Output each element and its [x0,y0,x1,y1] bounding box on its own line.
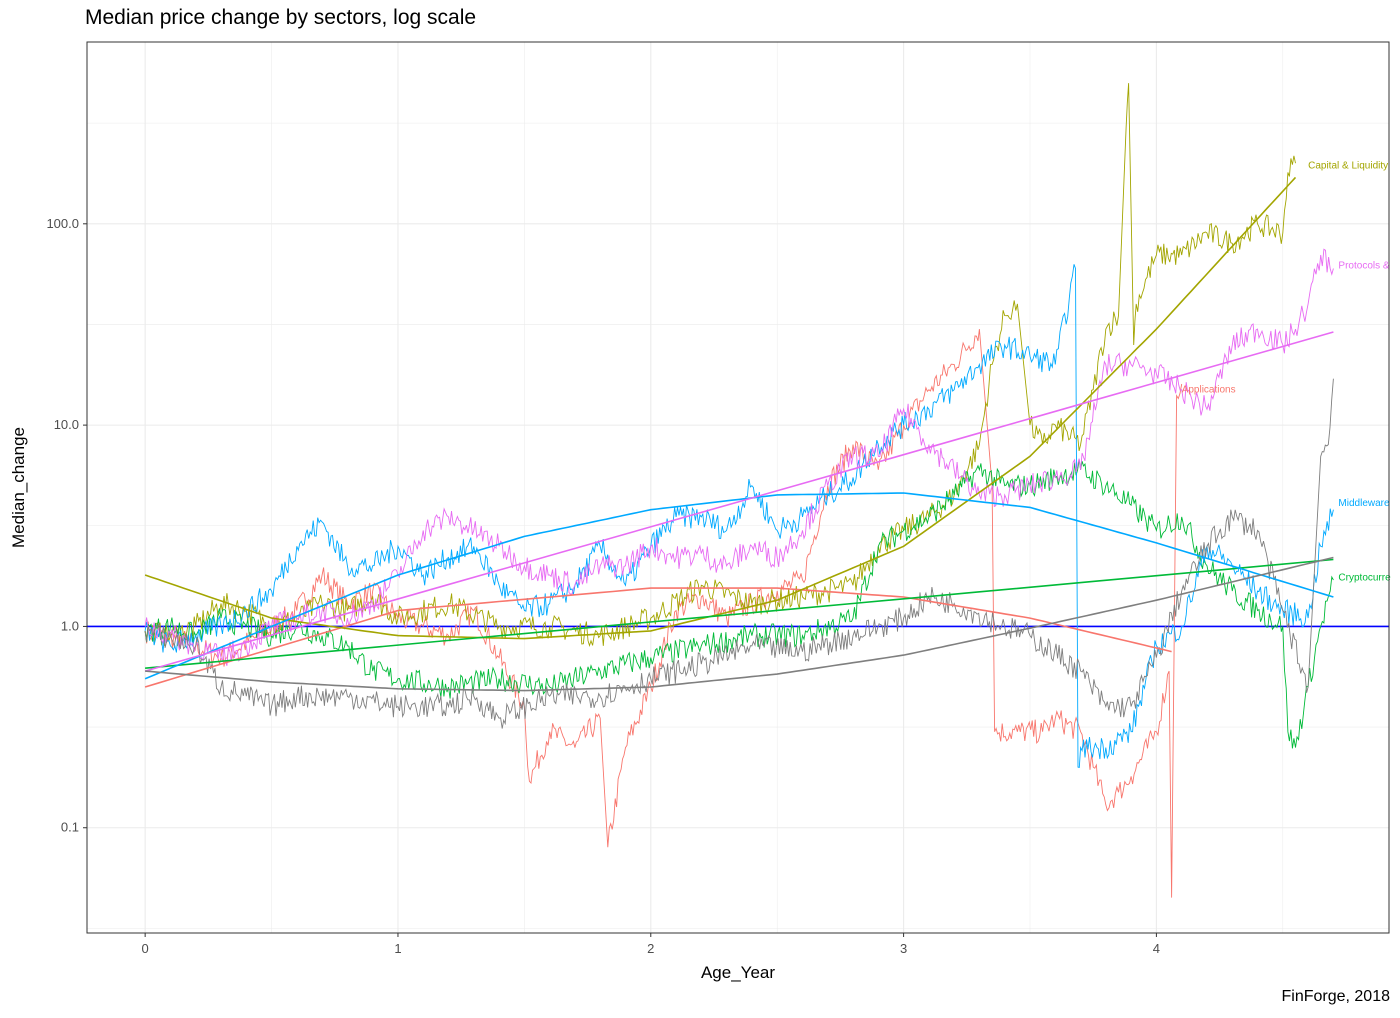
series-label-4: Cryptocurre [1338,573,1391,584]
x-tick-label: 3 [900,941,907,956]
y-tick-label: 100.0 [46,216,79,231]
series-line-0 [144,329,1183,898]
grid-lines [87,42,1389,933]
y-axis-title: Median_change [9,427,28,548]
x-tick-label: 4 [1153,941,1160,956]
x-tick-label: 0 [142,941,149,956]
trend-line-2 [145,558,1334,669]
series-line-2 [144,459,1334,749]
x-tick-label: 2 [647,941,654,956]
x-axis-title: Age_Year [701,963,775,982]
x-tick-label: 1 [394,941,401,956]
y-tick-label: 0.1 [61,820,79,835]
axis-layer: 0 1 2 3 4 0.1 1.0 10.0 100.0 [46,216,1160,956]
y-tick-label: 10.0 [54,417,79,432]
series-layer [144,83,1334,898]
series-label-1: Protocols & [1338,261,1389,272]
series-line-5 [144,378,1334,729]
series-line-3 [144,264,1334,768]
trend-line-4 [144,331,1334,672]
series-label-3: Middleware [1338,498,1390,509]
trend-layer [144,176,1334,692]
plot-panel-border [86,41,1390,934]
chart-title: Median price change by sectors, log scal… [85,6,477,29]
trend-line-5 [145,556,1334,692]
series-line-4 [144,248,1334,666]
trend-line-3 [144,492,1334,680]
series-label-layer: Capital & Liquidity Protocols & Applicatio… [1182,160,1391,583]
series-label-0: Capital & Liquidity [1308,160,1388,171]
series-line-1 [144,83,1296,648]
y-tick-label: 1.0 [61,618,79,633]
trend-line-0 [144,587,1172,688]
trend-line-1 [144,176,1297,640]
series-label-2: Applications [1182,385,1236,396]
caption: FinForge, 2018 [1281,988,1390,1005]
